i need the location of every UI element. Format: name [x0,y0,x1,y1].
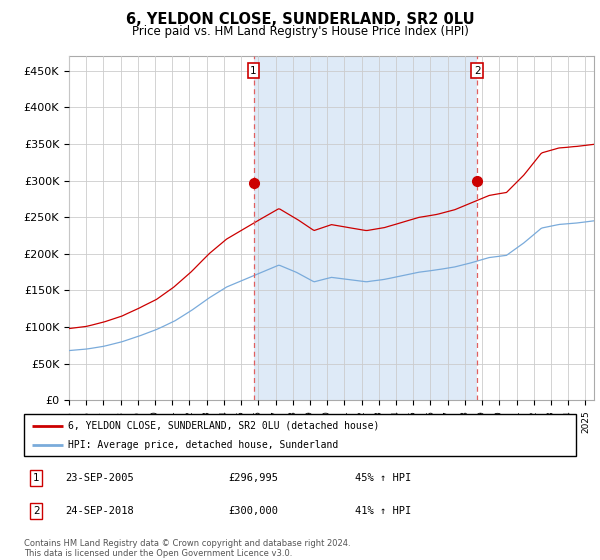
Bar [254,56,477,400]
Text: 23-SEP-2005: 23-SEP-2005 [65,473,134,483]
Text: Contains HM Land Registry data © Crown copyright and database right 2024.: Contains HM Land Registry data © Crown c… [24,539,350,548]
Text: 2: 2 [474,66,481,76]
Text: 6, YELDON CLOSE, SUNDERLAND, SR2 0LU: 6, YELDON CLOSE, SUNDERLAND, SR2 0LU [125,12,475,27]
Text: This data is licensed under the Open Government Licence v3.0.: This data is licensed under the Open Gov… [24,549,292,558]
Text: £300,000: £300,000 [228,506,278,516]
Text: £296,995: £296,995 [228,473,278,483]
Text: 24-SEP-2018: 24-SEP-2018 [65,506,134,516]
Text: 1: 1 [33,473,40,483]
Text: Price paid vs. HM Land Registry's House Price Index (HPI): Price paid vs. HM Land Registry's House … [131,25,469,38]
Text: 1: 1 [250,66,257,76]
Text: 45% ↑ HPI: 45% ↑ HPI [355,473,412,483]
Text: 6, YELDON CLOSE, SUNDERLAND, SR2 0LU (detached house): 6, YELDON CLOSE, SUNDERLAND, SR2 0LU (de… [68,421,380,431]
Text: 41% ↑ HPI: 41% ↑ HPI [355,506,412,516]
Text: HPI: Average price, detached house, Sunderland: HPI: Average price, detached house, Sund… [68,440,338,450]
Text: 2: 2 [33,506,40,516]
